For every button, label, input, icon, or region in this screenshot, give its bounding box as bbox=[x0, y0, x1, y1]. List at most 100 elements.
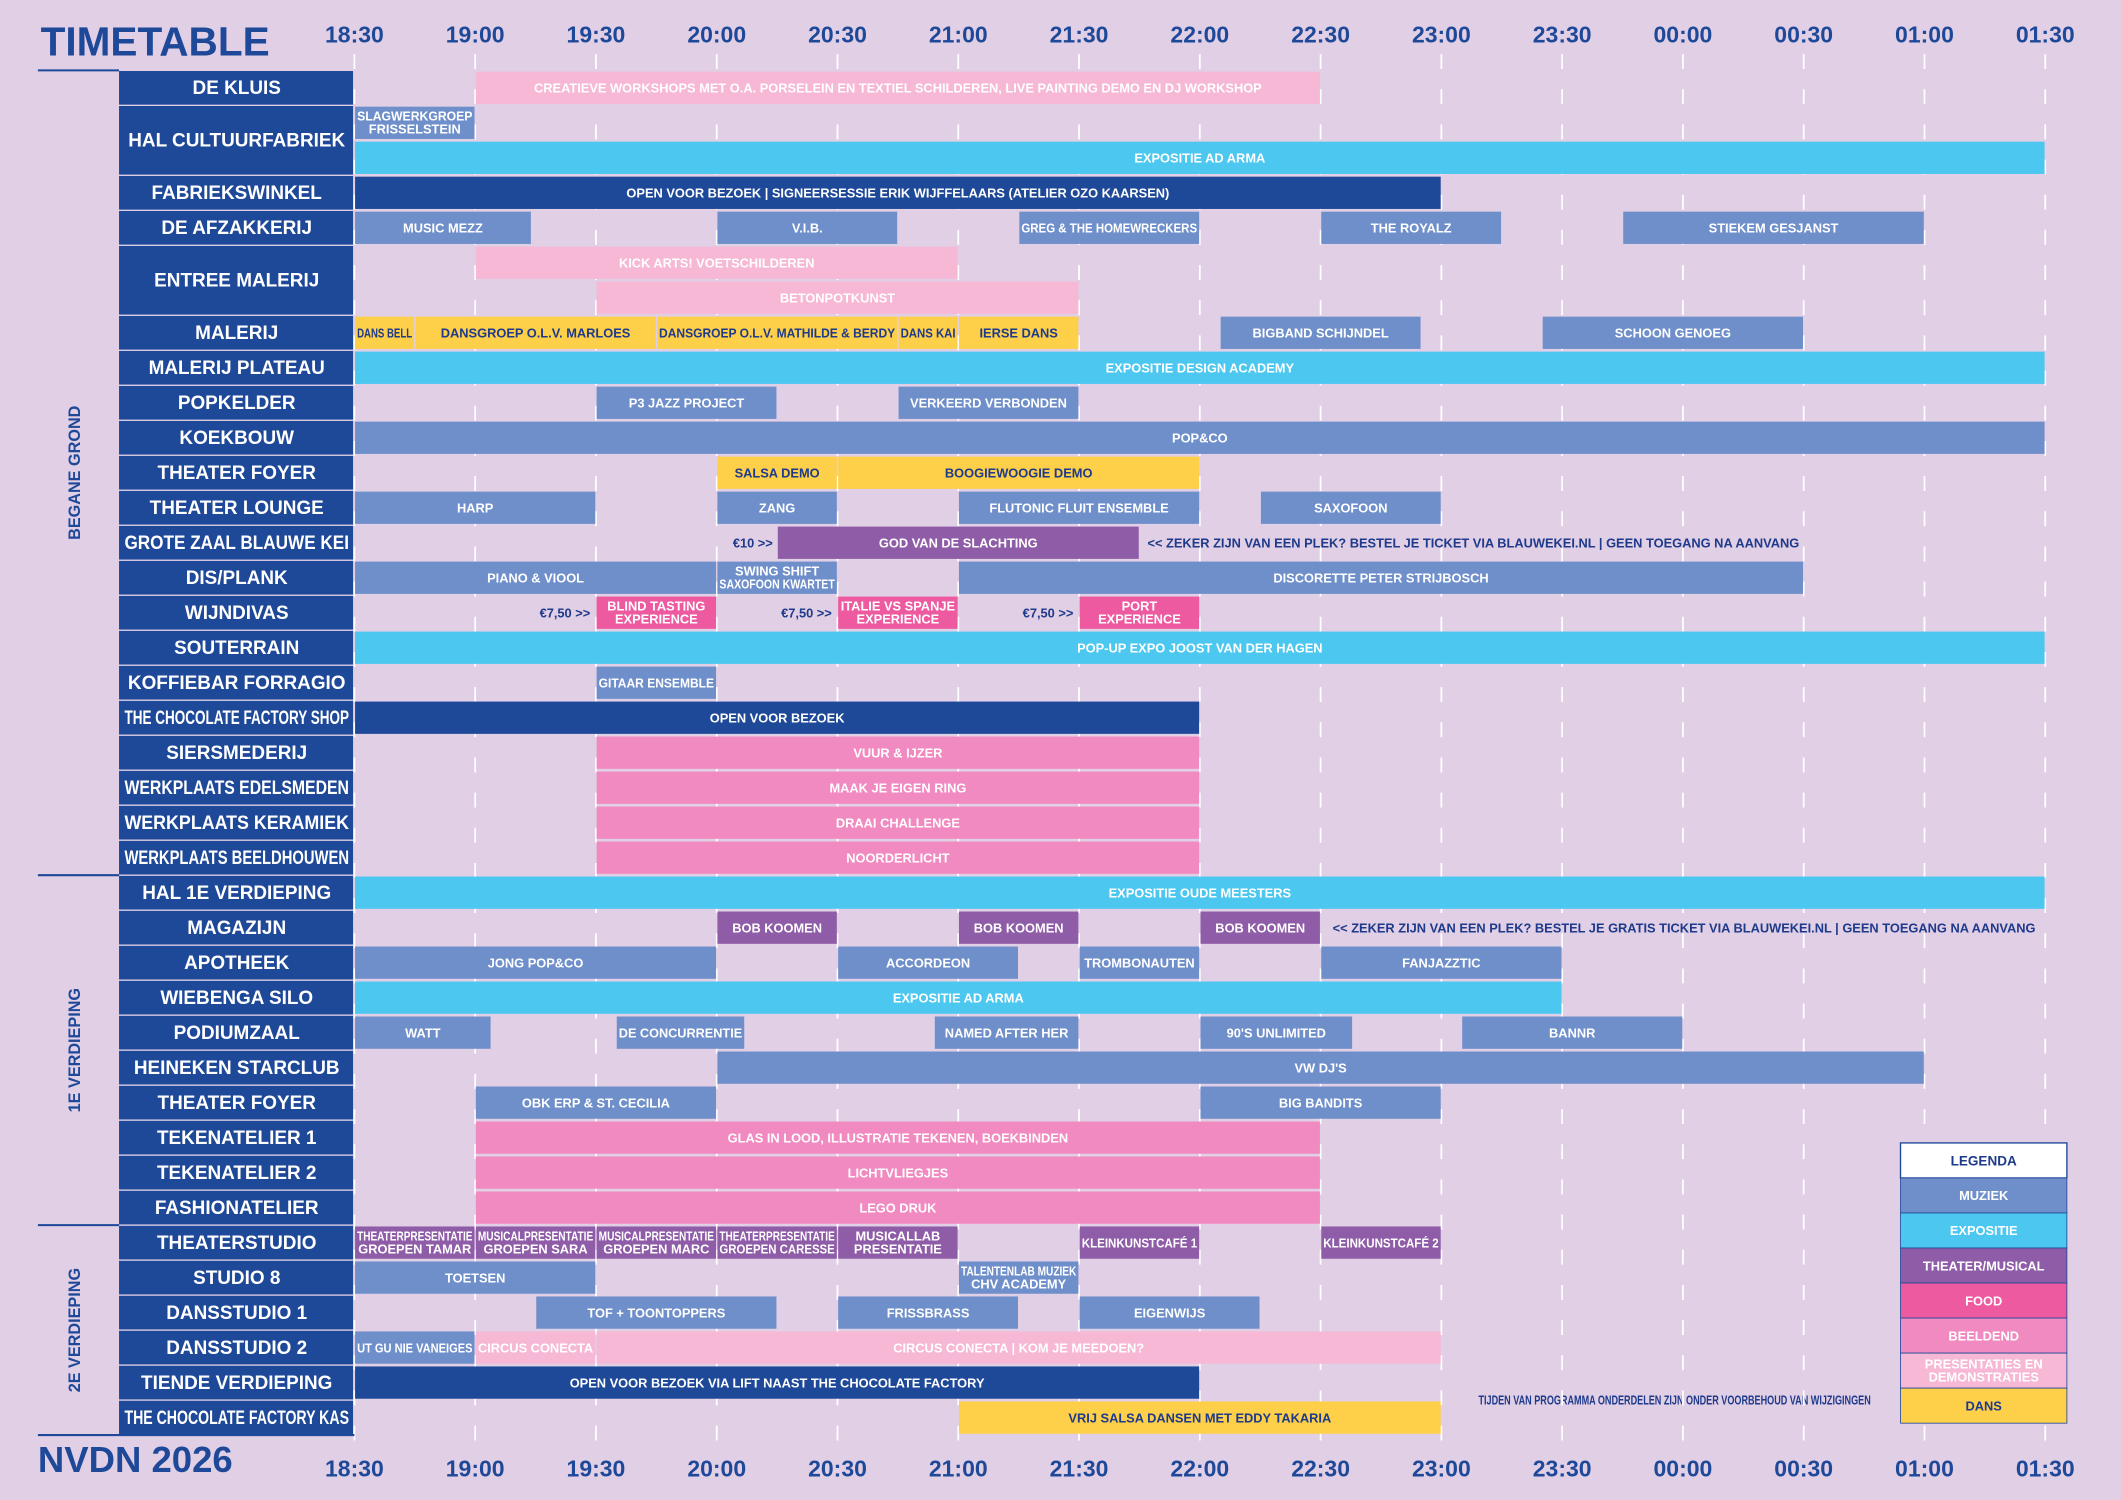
event-bar bbox=[355, 1261, 596, 1294]
event-label: VUUR & IJZER bbox=[853, 745, 942, 760]
room-name: GROTE ZAAL BLAUWE KEI bbox=[124, 533, 349, 554]
time-label-bottom: 23:00 bbox=[1412, 1455, 1471, 1481]
event-label-line: ITALIE VS SPANJE bbox=[841, 599, 956, 614]
time-label-bottom: 19:30 bbox=[567, 1455, 626, 1481]
event-label: BIG BANDITS bbox=[1279, 1095, 1363, 1110]
time-label-bottom: 20:00 bbox=[687, 1455, 746, 1481]
event-bar bbox=[958, 1401, 1441, 1434]
event-bar bbox=[717, 1226, 837, 1259]
room-name: PODIUMZAAL bbox=[174, 1023, 300, 1044]
event-bar bbox=[355, 491, 596, 524]
room-name: TIENDE VERDIEPING bbox=[141, 1373, 332, 1394]
legend-item: BEELDEND bbox=[1948, 1328, 2019, 1343]
event-label: SCHOON GENOEG bbox=[1615, 326, 1731, 341]
event-bar bbox=[415, 316, 656, 349]
room-cell bbox=[119, 1330, 354, 1365]
room-name: WIEBENGA SILO bbox=[160, 988, 313, 1009]
event-bar bbox=[1321, 211, 1502, 244]
event-label: 90'S UNLIMITED bbox=[1227, 1025, 1326, 1040]
room-name: MALERIJ bbox=[195, 323, 278, 344]
event-bar bbox=[355, 351, 2045, 384]
room-name: ENTREE MALERIJ bbox=[154, 271, 319, 292]
event-bar bbox=[777, 526, 1139, 559]
room-name: DIS/PLANK bbox=[186, 568, 288, 589]
room-cell bbox=[119, 210, 354, 245]
event-label: OPEN VOOR BEZOEK | SIGNEERSESSIE ERIK WI… bbox=[626, 186, 1169, 201]
event-bar bbox=[934, 1016, 1079, 1049]
time-label-top: 22:00 bbox=[1170, 22, 1229, 48]
event-bar bbox=[958, 1261, 1079, 1294]
event-label: BETONPOTKUNST bbox=[780, 291, 895, 306]
room-cell bbox=[119, 350, 354, 385]
event-label: THE ROYALZ bbox=[1371, 221, 1452, 236]
room-cell bbox=[119, 595, 354, 630]
room-name: FABRIEKSWINKEL bbox=[152, 183, 322, 204]
room-name: WERKPLAATS BEELDHOUWEN bbox=[124, 848, 349, 869]
time-label-top: 19:00 bbox=[446, 22, 505, 48]
event-label: DE CONCURRENTIE bbox=[619, 1025, 743, 1040]
event-bar bbox=[717, 456, 837, 489]
room-name: TEKENATELIER 1 bbox=[157, 1128, 316, 1149]
legend-swatch bbox=[1900, 1212, 2068, 1249]
room-cell bbox=[119, 1365, 354, 1400]
footer-note: TIJDEN VAN PROGRAMMA ONDERDELEN ZIJN OND… bbox=[1478, 1393, 1870, 1408]
room-cell bbox=[119, 1050, 354, 1085]
room-cell bbox=[119, 630, 354, 665]
event-label: THEATERPRESENTATIE GROEPEN TAMAR bbox=[357, 1229, 473, 1257]
event-label: TOETSEN bbox=[445, 1270, 505, 1285]
event-bar bbox=[596, 1226, 717, 1259]
event-label: BIGBAND SCHIJNDEL bbox=[1253, 326, 1389, 341]
event-label: TALENTENLAB MUZIEK CHV ACADEMY bbox=[961, 1264, 1077, 1292]
event-label: SALSA DEMO bbox=[735, 466, 820, 481]
event-label-line: THEATERPRESENTATIE bbox=[357, 1229, 473, 1244]
time-label-bottom: 22:00 bbox=[1170, 1455, 1229, 1481]
event-bar bbox=[475, 1156, 1320, 1189]
event-label-line: SAXOFOON KWARTET bbox=[719, 577, 834, 592]
room-cell bbox=[119, 700, 354, 735]
room-name: FASHIONATELIER bbox=[155, 1198, 319, 1219]
legend-title-box bbox=[1899, 1142, 2068, 1179]
event-label: LEGO DRUK bbox=[859, 1200, 937, 1215]
time-label-bottom: 01:30 bbox=[2016, 1455, 2075, 1481]
event-bar bbox=[355, 1016, 491, 1049]
legend-item: MUZIEK bbox=[1959, 1188, 2009, 1203]
event-label-line: GROEPEN MARC bbox=[603, 1242, 709, 1257]
legend-item: DANS bbox=[1966, 1398, 2003, 1413]
event-label: PORT EXPERIENCE bbox=[1098, 599, 1181, 627]
event-bar bbox=[1321, 946, 1562, 979]
room-cell bbox=[119, 1260, 354, 1295]
time-label-top: 01:00 bbox=[1895, 22, 1954, 48]
event-label: MAAK JE EIGEN RING bbox=[829, 780, 966, 795]
legend-swatch bbox=[1900, 1317, 2068, 1354]
event-bar bbox=[717, 1051, 1924, 1084]
event-label: CIRCUS CONECTA | KOM JE MEEDOEN? bbox=[893, 1340, 1144, 1355]
room-cell bbox=[119, 106, 354, 175]
event-layer bbox=[355, 71, 2045, 1434]
event-bar bbox=[355, 1366, 1200, 1399]
event-label: ZANG bbox=[759, 500, 795, 515]
event-label: DISCORETTE PETER STRIJBOSCH bbox=[1273, 570, 1488, 585]
event-bar bbox=[1079, 946, 1200, 979]
event-label: CIRCUS CONECTA bbox=[478, 1340, 593, 1355]
event-bar bbox=[475, 246, 958, 279]
room-cell bbox=[119, 945, 354, 980]
floor-label: 1E VERDIEPING bbox=[66, 988, 84, 1112]
event-label: EIGENWIJS bbox=[1134, 1305, 1206, 1320]
legend-title: LEGENDA bbox=[1951, 1153, 2017, 1168]
legend-item-line: DEMONSTRATIES bbox=[1929, 1370, 2040, 1385]
room-cell bbox=[119, 1015, 354, 1050]
event-bar bbox=[657, 316, 898, 349]
room-name: KOEKBOUW bbox=[179, 428, 294, 449]
event-bar bbox=[838, 1226, 958, 1259]
event-label: POP&CO bbox=[1172, 431, 1228, 446]
event-label: SLAGWERKGROEP FRISSELSTEIN bbox=[357, 109, 473, 137]
room-name: WIJNDIVAS bbox=[185, 603, 289, 624]
event-bar bbox=[596, 736, 1200, 769]
event-label: OPEN VOOR BEZOEK VIA LIFT NAAST THE CHOC… bbox=[570, 1375, 985, 1390]
room-name: WERKPLAATS EDELSMEDEN bbox=[124, 778, 349, 799]
event-label: EXPOSITIE AD ARMA bbox=[1134, 151, 1265, 166]
event-label-line: THEATERPRESENTATIE bbox=[719, 1229, 835, 1244]
time-label-top: 20:00 bbox=[687, 22, 746, 48]
event-label: NAMED AFTER HER bbox=[945, 1025, 1069, 1040]
event-label: DRAAI CHALLENGE bbox=[836, 815, 960, 830]
